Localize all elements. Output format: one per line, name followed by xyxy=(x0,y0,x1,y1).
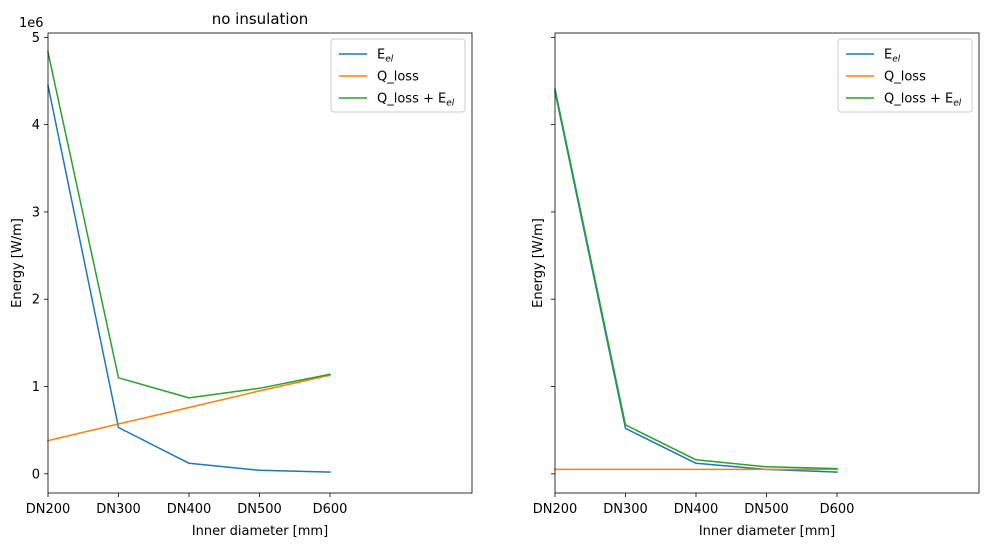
y-tick-label: 3 xyxy=(32,205,40,220)
x-tick-label: D600 xyxy=(820,502,855,517)
legend-label: Eel xyxy=(377,48,394,65)
x-tick-label: DN500 xyxy=(237,502,282,517)
plot-frame xyxy=(47,32,473,494)
x-tick-label: DN200 xyxy=(26,502,71,517)
y-tick-label: 2 xyxy=(32,293,40,308)
series-line-1 xyxy=(47,84,331,473)
legend-label: Q_loss + Eel xyxy=(377,92,455,109)
legend-label-subscript: el xyxy=(892,55,901,65)
legend-label-subscript: el xyxy=(446,99,455,109)
x-tick-label: DN300 xyxy=(603,502,648,517)
legend-label: Q_loss xyxy=(377,70,419,85)
legend-label-name: E xyxy=(884,48,892,63)
x-axis-label: Inner diameter [mm] xyxy=(192,524,328,539)
legend-label-subscript: el xyxy=(385,55,394,65)
plot-frame xyxy=(554,32,980,494)
x-tick-label: DN400 xyxy=(674,502,719,517)
x-tick-label: DN300 xyxy=(96,502,141,517)
legend-label-name: Q_loss + E xyxy=(377,92,446,107)
legend-label: Q_loss + Eel xyxy=(884,92,962,109)
chart-title: no insulation xyxy=(212,10,309,28)
legend-label: Q_loss xyxy=(884,70,926,85)
legend-label: Eel xyxy=(884,48,901,65)
series-line-1 xyxy=(554,90,838,473)
y-tick-label: 0 xyxy=(32,467,40,482)
series-line-2 xyxy=(47,374,331,442)
y-tick-label: 1 xyxy=(32,380,40,395)
y-axis-label: Energy [W/m] xyxy=(531,218,546,308)
y-tick-label: 4 xyxy=(32,118,40,133)
x-tick-label: DN500 xyxy=(744,502,789,517)
x-tick-label: D600 xyxy=(313,502,348,517)
series-line-3 xyxy=(47,51,331,399)
legend-label-name: Q_loss + E xyxy=(884,92,953,107)
legend-box xyxy=(330,38,466,113)
legend-label-subscript: el xyxy=(953,99,962,109)
x-axis-label: Inner diameter [mm] xyxy=(699,524,835,539)
legend-box xyxy=(837,38,973,113)
series-line-3 xyxy=(554,88,838,470)
y-axis-label: Energy [W/m] xyxy=(10,218,25,308)
scale-offset-label: 1e6 xyxy=(19,16,44,31)
chart-panel-2: DN200 DN300 DN400 DN500 D600 Inner diameter [… xyxy=(531,32,980,539)
legend-label-name: Q_loss xyxy=(377,70,419,85)
legend-label-name: Q_loss xyxy=(884,70,926,85)
legend-label-name: E xyxy=(377,48,385,63)
x-tick-label: DN200 xyxy=(533,502,578,517)
x-tick-label: DN400 xyxy=(167,502,212,517)
y-tick-label: 5 xyxy=(32,31,40,46)
